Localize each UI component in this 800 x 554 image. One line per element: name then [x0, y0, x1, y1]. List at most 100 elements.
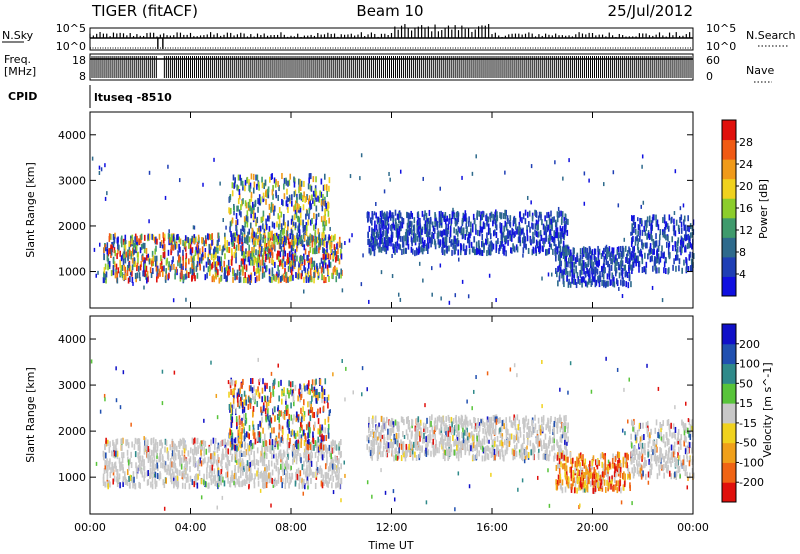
range-gate-cell — [579, 269, 582, 276]
range-gate-cell — [309, 184, 312, 191]
range-gate-cell — [606, 273, 609, 280]
range-gate-cell — [426, 227, 429, 234]
range-gate-cell — [500, 212, 503, 219]
range-gate-cell — [247, 431, 249, 438]
range-gate-cell — [460, 244, 463, 251]
range-gate-cell — [193, 238, 195, 245]
range-gate-cell — [411, 212, 414, 219]
range-gate-cell — [254, 271, 256, 276]
range-gate-cell — [150, 471, 152, 478]
range-gate-cell — [498, 248, 500, 255]
range-gate-cell — [141, 471, 144, 478]
range-gate-cell — [117, 243, 119, 250]
range-gate-cell — [146, 270, 149, 277]
range-gate-cell — [219, 264, 222, 271]
range-gate-cell — [591, 270, 594, 277]
range-gate-cell — [122, 238, 125, 245]
range-gate-cell — [145, 273, 147, 280]
range-gate-cell — [691, 243, 693, 250]
range-gate-cell — [325, 471, 328, 478]
range-gate-cell — [647, 253, 649, 260]
range-gate-cell — [310, 469, 312, 476]
range-gate-cell — [174, 443, 176, 450]
range-gate-cell — [637, 224, 640, 231]
range-gate-cell — [286, 188, 288, 195]
range-gate-cell — [322, 253, 325, 260]
range-gate-cell — [276, 221, 278, 228]
range-gate-cell — [291, 230, 294, 237]
range-gate-cell — [537, 220, 539, 227]
range-gate-cell — [545, 226, 547, 233]
range-gate-cell — [580, 264, 583, 271]
range-gate-cell — [291, 473, 293, 480]
range-gate-cell — [253, 450, 255, 457]
range-gate-cell — [242, 469, 244, 476]
range-gate-cell — [243, 228, 246, 235]
range-gate-cell — [215, 252, 217, 259]
range-gate-cell — [646, 242, 648, 249]
range-gate-cell — [271, 427, 273, 434]
range-gate-cell — [646, 233, 648, 240]
range-gate-cell — [331, 440, 334, 447]
range-gate-cell — [196, 272, 199, 279]
range-gate-cell — [639, 235, 641, 242]
range-gate-cell — [260, 216, 263, 223]
range-gate-cell — [256, 470, 258, 477]
range-gate-cell — [229, 266, 231, 273]
range-gate-cell — [514, 230, 516, 237]
range-gate-cell — [199, 442, 201, 449]
range-gate-cell — [216, 244, 219, 251]
range-gate-cell — [542, 223, 545, 230]
range-gate-cell — [163, 243, 166, 250]
range-gate-cell — [610, 251, 613, 258]
range-gate-cell — [169, 237, 172, 244]
range-gate-cell — [431, 292, 433, 297]
range-gate-cell — [586, 247, 588, 254]
range-gate-cell — [255, 268, 258, 275]
colorbar-segment — [722, 217, 736, 238]
range-gate-cell — [193, 254, 196, 261]
range-gate-cell — [320, 471, 323, 478]
range-gate-cell — [655, 267, 657, 274]
range-gate-cell — [627, 282, 630, 289]
range-gate-cell — [128, 246, 131, 253]
range-gate-cell — [592, 267, 594, 274]
range-gate-cell — [290, 476, 292, 483]
range-gate-cell — [115, 465, 117, 472]
range-gate-cell — [330, 441, 333, 448]
range-gate-cell — [534, 209, 536, 216]
range-gate-cell — [103, 254, 106, 261]
range-gate-cell — [208, 233, 211, 240]
range-gate-cell — [411, 240, 413, 247]
range-gate-cell — [268, 477, 271, 484]
range-gate-cell — [247, 201, 250, 208]
range-gate-cell — [548, 247, 550, 254]
range-gate-cell — [277, 273, 280, 280]
range-gate-cell — [256, 219, 258, 224]
range-gate-cell — [134, 437, 137, 444]
range-gate-cell — [251, 247, 253, 254]
range-gate-cell — [233, 440, 236, 447]
range-gate-cell — [151, 476, 154, 483]
range-gate-cell — [284, 261, 286, 268]
range-gate-cell — [316, 263, 318, 270]
range-gate-cell — [495, 298, 497, 303]
range-gate-cell — [147, 453, 150, 460]
range-gate-cell — [208, 446, 210, 453]
range-gate-cell — [413, 232, 415, 239]
range-gate-cell — [251, 201, 254, 208]
range-gate-cell — [200, 446, 202, 453]
range-gate-cell — [275, 190, 277, 197]
range-gate-cell — [135, 238, 138, 245]
range-gate-cell — [275, 479, 278, 486]
range-gate-cell — [322, 261, 324, 268]
range-gate-cell — [196, 241, 199, 248]
range-gate-cell — [628, 258, 631, 265]
range-gate-cell — [306, 464, 308, 471]
range-gate-cell — [480, 249, 483, 256]
range-gate-cell — [292, 221, 295, 226]
range-gate-cell — [296, 473, 299, 480]
range-gate-cell — [311, 452, 313, 459]
range-gate-cell — [505, 235, 507, 242]
range-gate-cell — [368, 299, 370, 304]
